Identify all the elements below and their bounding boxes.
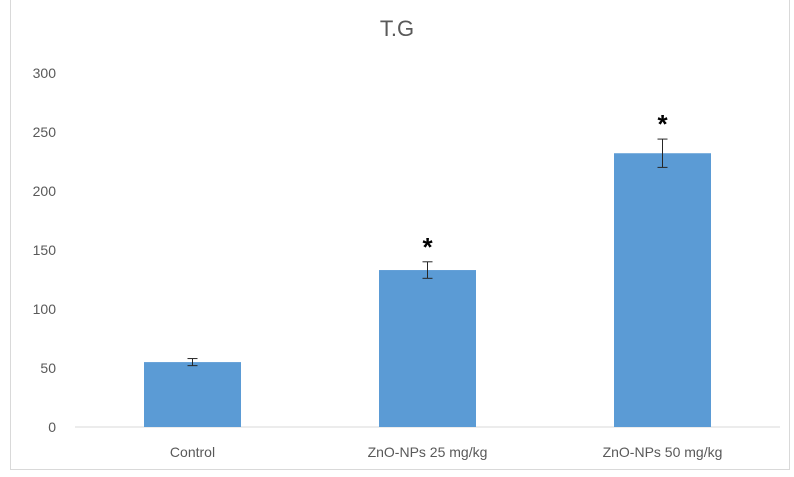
y-tick-label: 50 [40, 360, 56, 376]
y-tick-label: 300 [33, 65, 57, 81]
bar [614, 153, 711, 428]
x-tick-label: ZnO-NPs 50 mg/kg [603, 444, 723, 460]
chart-frame [10, 0, 790, 470]
x-tick-label: ZnO-NPs 25 mg/kg [368, 444, 488, 460]
x-tick-label: Control [170, 444, 215, 460]
y-tick-label: 100 [33, 301, 57, 317]
bar [144, 362, 241, 427]
y-tick-label: 250 [33, 124, 57, 140]
significance-marker: * [657, 109, 668, 139]
y-tick-label: 200 [33, 183, 57, 199]
chart-title: T.G [379, 16, 415, 41]
significance-marker: * [422, 232, 433, 262]
bar [379, 270, 476, 427]
y-tick-label: 150 [33, 242, 57, 258]
y-tick-label: 0 [48, 419, 56, 435]
